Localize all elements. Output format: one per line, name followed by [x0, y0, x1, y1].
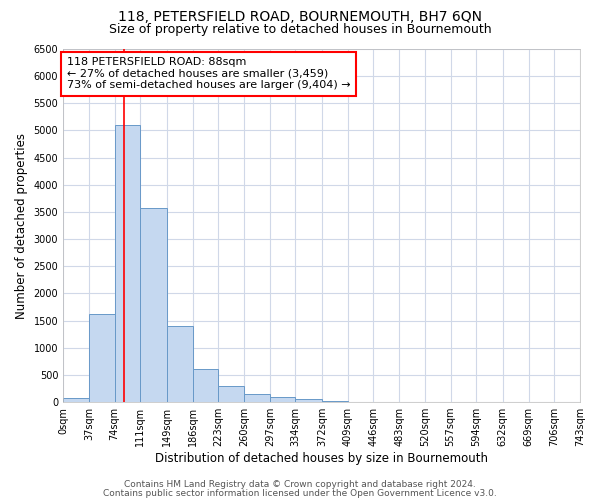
Bar [89, 314, 115, 402]
Text: 118, PETERSFIELD ROAD, BOURNEMOUTH, BH7 6QN: 118, PETERSFIELD ROAD, BOURNEMOUTH, BH7 … [118, 10, 482, 24]
Bar [295, 400, 322, 402]
Text: Contains public sector information licensed under the Open Government Licence v3: Contains public sector information licen… [103, 488, 497, 498]
Bar [63, 398, 89, 402]
Bar [270, 396, 295, 402]
Bar [218, 386, 244, 402]
Y-axis label: Number of detached properties: Number of detached properties [15, 132, 28, 318]
Bar [115, 125, 140, 402]
Text: 118 PETERSFIELD ROAD: 88sqm
← 27% of detached houses are smaller (3,459)
73% of : 118 PETERSFIELD ROAD: 88sqm ← 27% of det… [67, 57, 350, 90]
Bar [167, 326, 193, 402]
Bar [140, 208, 167, 402]
Bar [244, 394, 270, 402]
X-axis label: Distribution of detached houses by size in Bournemouth: Distribution of detached houses by size … [155, 452, 488, 465]
Bar [322, 400, 347, 402]
Text: Contains HM Land Registry data © Crown copyright and database right 2024.: Contains HM Land Registry data © Crown c… [124, 480, 476, 489]
Bar [193, 370, 218, 402]
Text: Size of property relative to detached houses in Bournemouth: Size of property relative to detached ho… [109, 22, 491, 36]
